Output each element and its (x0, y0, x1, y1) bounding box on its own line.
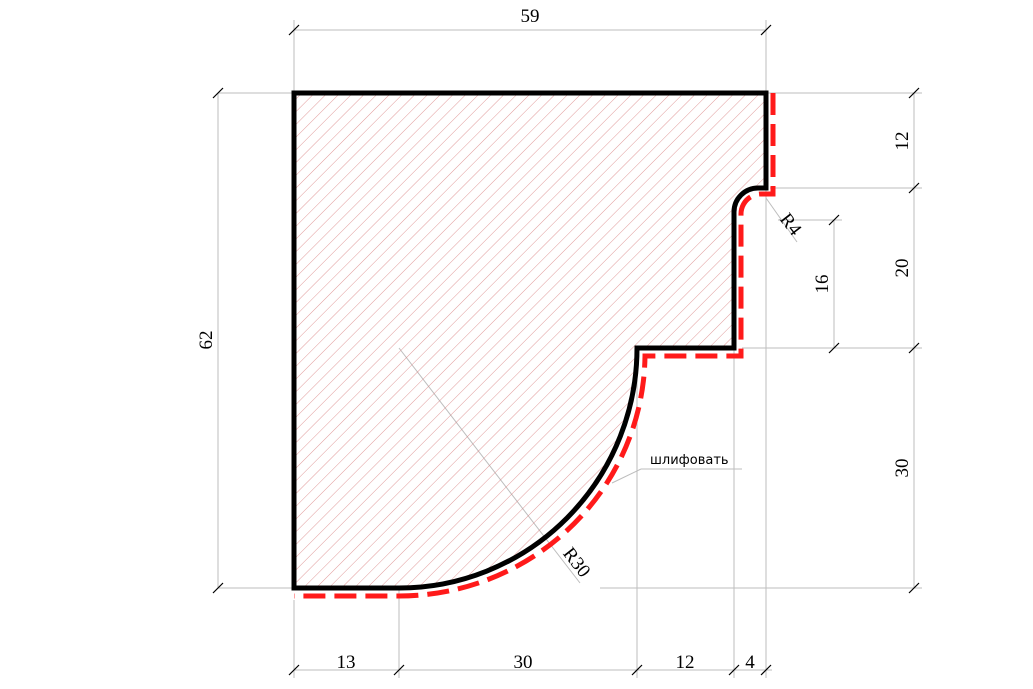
dim-inner-height: 16 (812, 275, 833, 294)
profile-section (291, 90, 769, 591)
dim-right-segment-3: 30 (892, 459, 913, 478)
radius-large-label: R30 (558, 544, 594, 582)
dim-right-segment-1: 12 (892, 132, 913, 151)
dim-overall-width: 59 (521, 6, 540, 27)
radius-small-label: R4 (775, 209, 806, 240)
tick-marks (212, 24, 920, 676)
dim-bottom-segment-3: 12 (676, 652, 695, 673)
dim-right-segment-2: 20 (892, 259, 913, 278)
grinding-note: шлифовать (650, 453, 729, 468)
grinding-allowance-line (294, 93, 776, 599)
extension-lines (217, 20, 922, 678)
dim-bottom-segment-1: 13 (337, 652, 356, 673)
dim-bottom-segment-4: 4 (745, 652, 755, 673)
dim-overall-height: 62 (196, 331, 217, 350)
dim-bottom-segment-2: 30 (514, 652, 533, 673)
